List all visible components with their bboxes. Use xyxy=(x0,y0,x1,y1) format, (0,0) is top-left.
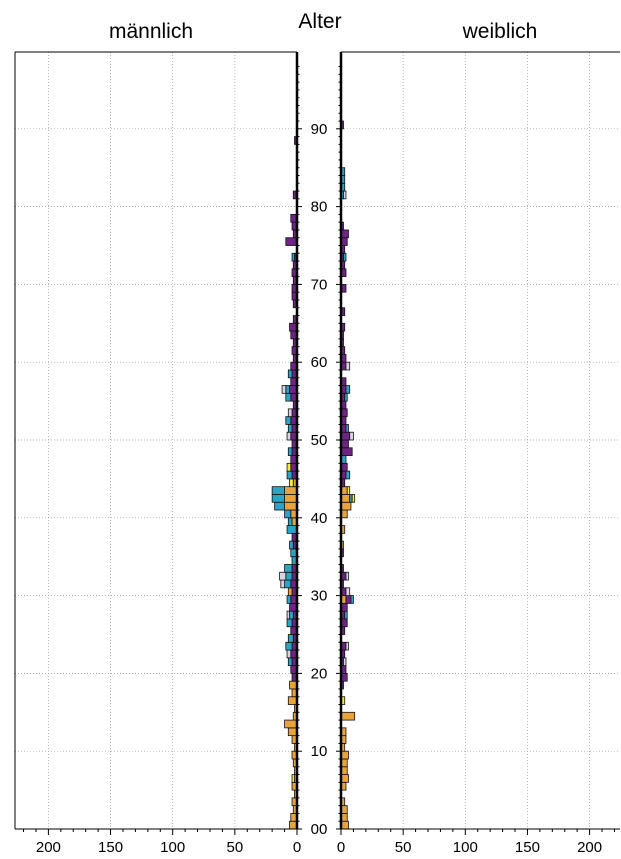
age-tick-label: 50 xyxy=(311,432,328,449)
tick-labels: 200 150 100 50 0 0 50 100 150 2000010203040506070… xyxy=(36,121,602,856)
male-bar-age-32 xyxy=(285,571,293,581)
female-bar-age-30 xyxy=(345,587,351,597)
male-bar-age-51 xyxy=(287,424,293,433)
male-x-tick-label: 150 xyxy=(98,839,123,856)
female-bar-age-32 xyxy=(345,571,349,581)
female-x-tick-label: 150 xyxy=(515,839,540,856)
female-bar-age-55 xyxy=(344,392,348,402)
male-x-tick-label: 0 xyxy=(293,839,301,856)
female-bar-age-43 xyxy=(346,486,351,495)
male-bar-age-24 xyxy=(287,634,294,643)
female-bar-age-59 xyxy=(345,361,351,371)
male-bar-age-6 xyxy=(291,774,295,783)
female-bar-age-21 xyxy=(343,657,347,667)
male-bar-age-43 xyxy=(284,486,298,495)
female-bar-age-50 xyxy=(349,431,354,441)
male-bar-age-12 xyxy=(287,727,298,737)
male-bar-age-13 xyxy=(284,719,298,729)
male-bar-age-41 xyxy=(284,501,298,511)
age-tick-label: 30 xyxy=(311,588,328,605)
male-bar-age-75 xyxy=(285,237,298,246)
male-bar-age-50 xyxy=(286,431,292,441)
age-tick-label: 00 xyxy=(311,821,328,838)
male-bar-age-31 xyxy=(280,579,285,589)
age-tick-label: 70 xyxy=(311,276,328,293)
grid-lines xyxy=(15,52,620,830)
female-bar-age-56 xyxy=(345,385,351,394)
male-bar-age-16 xyxy=(287,696,298,705)
female-bar-age-50 xyxy=(340,431,351,441)
axes xyxy=(14,51,620,835)
age-tick-label: 80 xyxy=(311,199,328,216)
male-bar-age-29 xyxy=(286,595,292,604)
female-bar-age-45 xyxy=(345,470,351,480)
male-bar-age-21 xyxy=(287,657,293,667)
male-bar-age-42 xyxy=(271,494,285,503)
female-bar-age-42 xyxy=(351,494,356,503)
male-bar-age-41 xyxy=(274,501,285,511)
male-bar-age-39 xyxy=(287,517,293,526)
male-bar-age-31 xyxy=(284,579,292,589)
male-label: männlich xyxy=(109,20,193,43)
male-bar-age-56 xyxy=(281,385,287,394)
male-bar-age-46 xyxy=(286,462,292,472)
female-bar-age-48 xyxy=(340,447,353,456)
female-label: weiblich xyxy=(462,20,538,43)
age-tick-label: 40 xyxy=(311,510,328,527)
female-x-tick-label: 0 xyxy=(337,839,345,856)
female-bar-age-41 xyxy=(340,501,352,511)
male-bar-age-22 xyxy=(286,649,292,659)
female-x-tick-label: 200 xyxy=(577,839,602,856)
male-x-tick-label: 50 xyxy=(227,839,244,856)
male-bar-age-73 xyxy=(291,252,295,262)
age-tick-label: 90 xyxy=(311,121,328,138)
male-x-tick-label: 200 xyxy=(36,839,61,856)
male-bar-age-32 xyxy=(279,571,287,581)
male-bar-age-53 xyxy=(287,408,293,418)
female-bar-age-42 xyxy=(340,494,351,503)
male-bar-age-26 xyxy=(286,618,293,628)
male-bar-age-33 xyxy=(284,564,293,573)
male-bar-age-30 xyxy=(287,587,293,597)
male-bar-age-27 xyxy=(286,610,290,620)
male-bar-age-23 xyxy=(285,641,293,651)
female-bar-age-51 xyxy=(345,424,349,433)
male-bar-age-45 xyxy=(286,470,293,480)
male-bar-age-48 xyxy=(287,447,293,456)
male-bar-age-40 xyxy=(284,509,292,519)
female-bar-age-23 xyxy=(345,641,349,651)
female-bar-age-29 xyxy=(345,595,352,604)
bars xyxy=(271,120,356,830)
age-tick-label: 10 xyxy=(311,743,328,760)
female-x-tick-label: 50 xyxy=(395,839,412,856)
male-bar-age-27 xyxy=(289,610,294,620)
male-bar-age-44 xyxy=(289,478,294,488)
female-bar-age-81 xyxy=(343,190,347,200)
female-bar-age-14 xyxy=(340,711,356,721)
age-tick-label: 20 xyxy=(311,665,328,682)
chart-title: Alter xyxy=(298,10,341,33)
male-bar-age-42 xyxy=(284,494,298,503)
age-tick-label: 60 xyxy=(311,354,328,371)
female-bar-age-27 xyxy=(344,610,348,620)
male-bar-age-36 xyxy=(289,540,294,550)
female-x-tick-label: 100 xyxy=(453,839,478,856)
male-bar-age-55 xyxy=(285,392,292,402)
male-bar-age-58 xyxy=(287,369,293,379)
female-bar-age-73 xyxy=(343,252,347,262)
male-x-tick-label: 100 xyxy=(160,839,185,856)
male-bar-age-52 xyxy=(285,416,292,425)
male-bar-age-56 xyxy=(285,385,290,394)
male-bar-age-38 xyxy=(286,525,298,534)
female-bar-age-29 xyxy=(350,595,354,604)
male-bar-age-43 xyxy=(271,486,285,495)
